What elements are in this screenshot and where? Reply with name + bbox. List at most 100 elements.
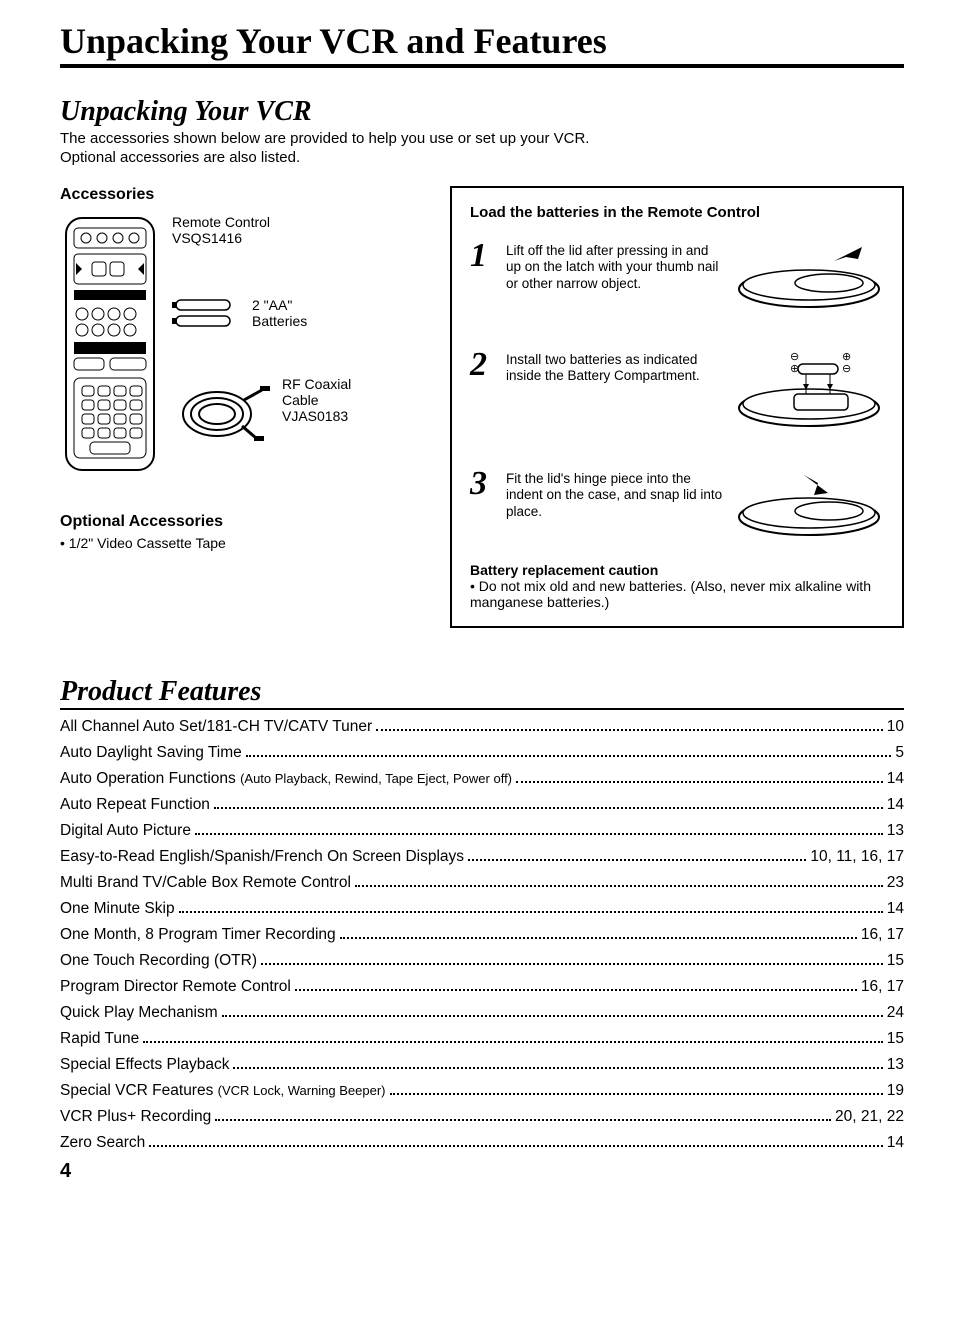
cable-label-line2: Cable: [282, 392, 319, 408]
step-number: 1: [470, 241, 496, 272]
remote-label-line1: Remote Control: [172, 214, 270, 230]
battery-box-title: Load the batteries in the Remote Control: [470, 204, 884, 221]
svg-text:⊖: ⊖: [842, 363, 851, 375]
feature-label: Quick Play Mechanism: [60, 1004, 218, 1022]
feature-page: 24: [887, 1004, 904, 1022]
feature-label: Auto Repeat Function: [60, 796, 210, 814]
feature-page: 13: [887, 1056, 904, 1074]
feature-page: 23: [887, 874, 904, 892]
step-text: Fit the lid's hinge piece into the inden…: [506, 469, 724, 522]
feature-list: All Channel Auto Set/181-CH TV/CATV Tune…: [60, 718, 904, 1152]
section-unpacking-heading: Unpacking Your VCR: [60, 96, 904, 128]
leader-dots: [261, 963, 883, 965]
upper-columns: Accessories: [60, 186, 904, 628]
feature-label: Digital Auto Picture: [60, 822, 191, 840]
cable-label-line1: RF Coaxial: [282, 376, 351, 392]
feature-page: 14: [887, 1134, 904, 1152]
feature-row: Easy-to-Read English/Spanish/French On S…: [60, 848, 904, 866]
feature-row: One Minute Skip 14: [60, 900, 904, 918]
cable-label-line3: VJAS0183: [282, 408, 348, 424]
remote-back-lift-illustration: [734, 241, 884, 316]
feature-row: Multi Brand TV/Cable Box Remote Control 2…: [60, 874, 904, 892]
battery-instructions-box: Load the batteries in the Remote Control…: [450, 186, 904, 628]
leader-dots: [179, 911, 883, 913]
feature-row: Special Effects Playback 13: [60, 1056, 904, 1074]
feature-label: One Minute Skip: [60, 900, 175, 918]
page-number: 4: [60, 1160, 904, 1183]
feature-page: 20, 21, 22: [835, 1108, 904, 1126]
feature-page: 19: [887, 1082, 904, 1100]
feature-page: 16, 17: [861, 926, 904, 944]
feature-row: Auto Operation Functions (Auto Playback,…: [60, 770, 904, 788]
feature-label: Special VCR Features (VCR Lock, Warning …: [60, 1082, 386, 1100]
optional-accessory-item: 1/2" Video Cassette Tape: [60, 535, 430, 551]
leader-dots: [149, 1145, 882, 1147]
feature-page: 10, 11, 16, 17: [810, 848, 904, 866]
svg-text:⊖: ⊖: [790, 351, 799, 363]
step-number: 2: [470, 350, 496, 381]
leader-dots: [246, 755, 892, 757]
feature-label: Auto Daylight Saving Time: [60, 744, 242, 762]
feature-row: Digital Auto Picture 13: [60, 822, 904, 840]
feature-label: Multi Brand TV/Cable Box Remote Control: [60, 874, 351, 892]
batteries-label-line2: Batteries: [252, 313, 307, 329]
svg-text:⊕: ⊕: [790, 363, 799, 375]
leader-dots: [195, 833, 883, 835]
battery-step-1: 1 Lift off the lid after pressing in and…: [470, 241, 884, 316]
feature-sublabel: (VCR Lock, Warning Beeper): [218, 1083, 386, 1098]
feature-row: VCR Plus+ Recording20, 21, 22: [60, 1108, 904, 1126]
step-text: Install two batteries as indicated insid…: [506, 350, 724, 386]
battery-instructions-column: Load the batteries in the Remote Control…: [450, 186, 904, 628]
feature-row: Zero Search 14: [60, 1134, 904, 1152]
accessories-column: Accessories: [60, 186, 430, 551]
leader-dots: [222, 1015, 883, 1017]
feature-label: All Channel Auto Set/181-CH TV/CATV Tune…: [60, 718, 372, 736]
feature-row: Rapid Tune15: [60, 1030, 904, 1048]
leader-dots: [214, 807, 883, 809]
feature-sublabel: (Auto Playback, Rewind, Tape Eject, Powe…: [240, 771, 512, 786]
batteries-block: 2 "AA" Batteries: [172, 296, 430, 330]
svg-text:⊕: ⊕: [842, 351, 851, 363]
battery-caution-text: Do not mix old and new batteries. (Also,…: [470, 578, 884, 610]
leader-dots: [376, 729, 883, 731]
feature-page: 14: [887, 796, 904, 814]
leader-dots: [215, 1119, 831, 1121]
feature-row: Auto Repeat Function 14: [60, 796, 904, 814]
section-features-heading: Product Features: [60, 676, 904, 710]
feature-page: 14: [887, 900, 904, 918]
remote-label-line2: VSQS1416: [172, 230, 242, 246]
battery-step-2: 2 Install two batteries as indicated ins…: [470, 350, 884, 435]
feature-label: Auto Operation Functions (Auto Playback,…: [60, 770, 512, 788]
leader-dots: [516, 781, 883, 783]
feature-label: Zero Search: [60, 1134, 145, 1152]
feature-page: 14: [887, 770, 904, 788]
leader-dots: [295, 989, 857, 991]
feature-label: Rapid Tune: [60, 1030, 139, 1048]
feature-label: Special Effects Playback: [60, 1056, 229, 1074]
remote-back-insert-illustration: ⊕⊖ ⊖⊕: [734, 350, 884, 435]
remote-back-close-illustration: [734, 469, 884, 544]
cable-block: RF Coaxial Cable VJAS0183: [172, 376, 430, 446]
step-number: 3: [470, 469, 496, 500]
leader-dots: [233, 1067, 882, 1069]
intro-text: The accessories shown below are provided…: [60, 130, 904, 168]
feature-label: One Month, 8 Program Timer Recording: [60, 926, 336, 944]
optional-accessories-heading: Optional Accessories: [60, 513, 430, 531]
cable-illustration: [172, 376, 272, 446]
feature-page: 13: [887, 822, 904, 840]
feature-row: All Channel Auto Set/181-CH TV/CATV Tune…: [60, 718, 904, 736]
remote-control-label: Remote Control VSQS1416: [172, 214, 430, 246]
leader-dots: [143, 1041, 882, 1043]
battery-step-3: 3 Fit the lid's hinge piece into the ind…: [470, 469, 884, 544]
feature-row: Program Director Remote Control16, 17: [60, 978, 904, 996]
feature-label: Program Director Remote Control: [60, 978, 291, 996]
feature-row: One Touch Recording (OTR)15: [60, 952, 904, 970]
feature-row: One Month, 8 Program Timer Recording 16, …: [60, 926, 904, 944]
batteries-label-line1: 2 "AA": [252, 297, 292, 313]
battery-caution-title: Battery replacement caution: [470, 562, 884, 578]
feature-page: 10: [887, 718, 904, 736]
step-text: Lift off the lid after pressing in and u…: [506, 241, 724, 294]
page-title: Unpacking Your VCR and Features: [60, 20, 904, 68]
leader-dots: [355, 885, 883, 887]
remote-control-illustration: [60, 214, 160, 479]
